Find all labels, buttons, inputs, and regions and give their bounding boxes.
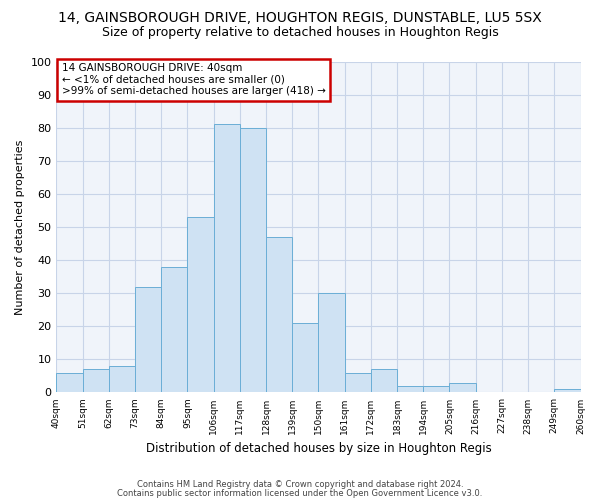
Bar: [83, 370, 109, 392]
Bar: [161, 266, 187, 392]
Text: Size of property relative to detached houses in Houghton Regis: Size of property relative to detached ho…: [101, 26, 499, 39]
Text: 14 GAINSBOROUGH DRIVE: 40sqm
← <1% of detached houses are smaller (0)
>99% of se: 14 GAINSBOROUGH DRIVE: 40sqm ← <1% of de…: [62, 63, 326, 96]
Bar: [292, 323, 319, 392]
Bar: [319, 293, 344, 392]
Y-axis label: Number of detached properties: Number of detached properties: [15, 140, 25, 314]
Bar: [344, 372, 371, 392]
Bar: [214, 124, 240, 392]
Text: Contains HM Land Registry data © Crown copyright and database right 2024.: Contains HM Land Registry data © Crown c…: [137, 480, 463, 489]
Bar: [266, 237, 292, 392]
Text: 14, GAINSBOROUGH DRIVE, HOUGHTON REGIS, DUNSTABLE, LU5 5SX: 14, GAINSBOROUGH DRIVE, HOUGHTON REGIS, …: [58, 11, 542, 25]
Bar: [397, 386, 423, 392]
Bar: [240, 128, 266, 392]
Bar: [187, 217, 214, 392]
X-axis label: Distribution of detached houses by size in Houghton Regis: Distribution of detached houses by size …: [146, 442, 491, 455]
Bar: [554, 389, 581, 392]
Text: Contains public sector information licensed under the Open Government Licence v3: Contains public sector information licen…: [118, 488, 482, 498]
Bar: [423, 386, 449, 392]
Bar: [371, 370, 397, 392]
Bar: [109, 366, 135, 392]
Bar: [56, 372, 83, 392]
Bar: [449, 382, 476, 392]
Bar: [135, 286, 161, 393]
